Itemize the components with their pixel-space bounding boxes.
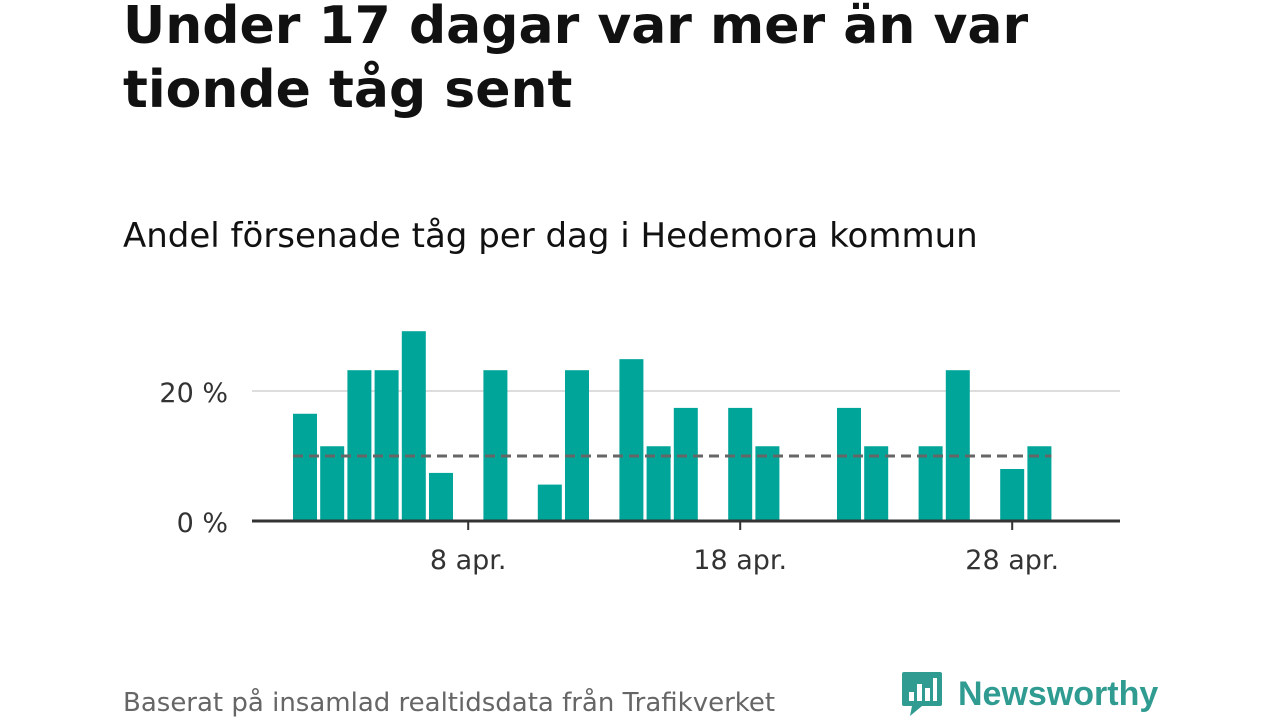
bar xyxy=(918,446,943,521)
bar xyxy=(401,331,426,521)
bar xyxy=(755,446,780,521)
brand-name: Newsworthy xyxy=(958,674,1159,713)
bar xyxy=(565,370,589,521)
bar xyxy=(293,413,317,521)
x-tick-label: 8 apr. xyxy=(430,545,507,576)
axes xyxy=(252,519,1120,530)
bar xyxy=(864,446,889,521)
bar xyxy=(945,370,970,521)
chart-title: Under 17 dagar var mer än var tionde tåg… xyxy=(123,0,1029,120)
chart-subtitle: Andel försenade tåg per dag i Hedemora k… xyxy=(123,216,978,256)
bars xyxy=(293,331,1052,521)
bar xyxy=(374,370,399,521)
x-tick-label: 18 apr. xyxy=(693,545,787,576)
source-note: Baserat på insamlad realtidsdata från Tr… xyxy=(123,688,776,718)
bar xyxy=(1027,446,1052,521)
bar xyxy=(837,407,861,521)
bar xyxy=(347,370,372,521)
bar xyxy=(673,407,698,521)
bar xyxy=(320,446,345,521)
y-tick-label: 0 % xyxy=(177,508,228,539)
tick-labels: 0 % 20 % 8 apr. 18 apr. 28 apr. xyxy=(159,378,1059,576)
bar xyxy=(483,370,508,521)
x-tick-label: 28 apr. xyxy=(965,545,1059,576)
newsworthy-logo-icon xyxy=(902,672,942,716)
bar xyxy=(429,472,453,521)
brand-logo-group: Newsworthy xyxy=(900,670,1158,718)
bar xyxy=(537,484,562,521)
y-tick-label: 20 % xyxy=(159,378,228,409)
bar xyxy=(1000,469,1025,521)
bar xyxy=(619,359,644,521)
bar xyxy=(728,407,753,521)
bar xyxy=(646,446,671,521)
